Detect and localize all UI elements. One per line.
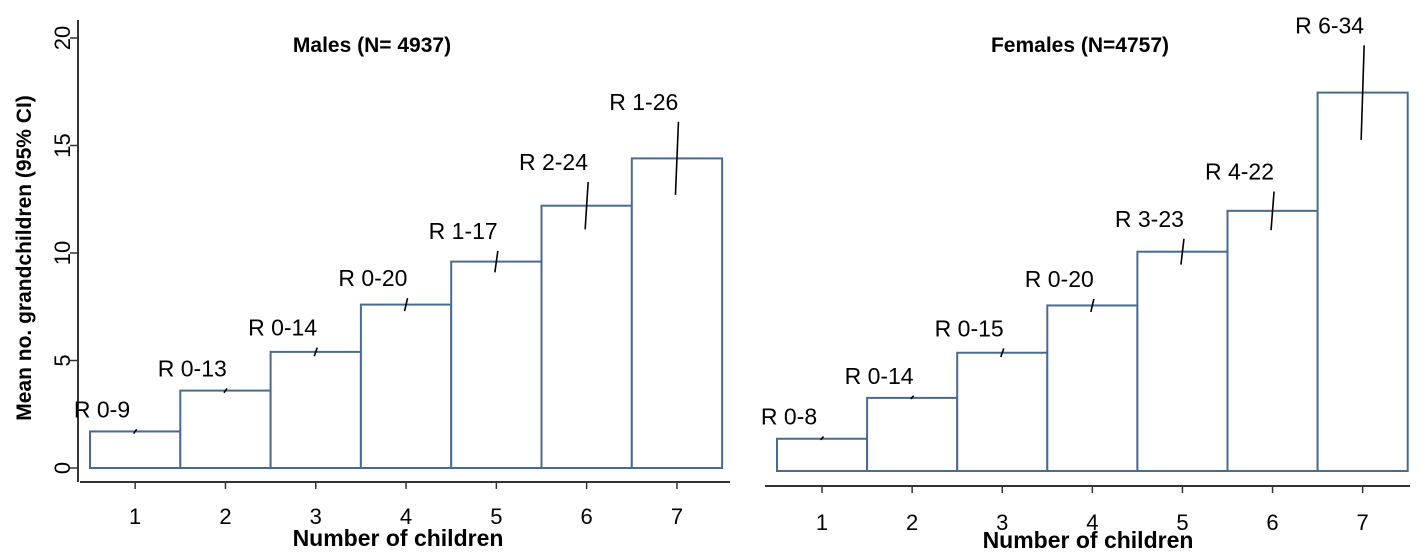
females-ci-3 bbox=[999, 348, 1005, 358]
males-bar-4 bbox=[359, 303, 453, 469]
males-bar-3 bbox=[269, 350, 362, 469]
females-range-label-1: R 0-8 bbox=[761, 404, 817, 430]
males-y-tick-label: 10 bbox=[50, 241, 75, 265]
females-ci-4 bbox=[1090, 298, 1095, 313]
males-range-label-1: R 0-9 bbox=[74, 396, 130, 422]
females-x-tick-label-7: 7 bbox=[1357, 510, 1369, 535]
males-chart-title: Males (N= 4937) bbox=[293, 34, 451, 57]
males-ci-3 bbox=[313, 347, 319, 357]
males-range-label-5: R 1-17 bbox=[429, 218, 498, 244]
females-x-tick-label-6: 6 bbox=[1266, 510, 1278, 535]
females-bar-2 bbox=[866, 396, 959, 472]
males-range-label-7: R 1-26 bbox=[609, 89, 678, 115]
males-x-tick-label-3: 3 bbox=[310, 504, 322, 529]
females-chart-title: Females (N=4757) bbox=[991, 34, 1169, 57]
males-y-tick-label: 0 bbox=[50, 462, 75, 474]
females-ci-6 bbox=[1270, 191, 1275, 231]
males-ci-5 bbox=[494, 250, 499, 273]
females-ci-2 bbox=[910, 395, 915, 400]
females-ci-1 bbox=[819, 436, 825, 441]
males-y-axis-label: Mean no. grandchildren (95% CI) bbox=[13, 95, 36, 421]
females-x-axis-label: Number of children bbox=[983, 527, 1194, 553]
males-x-tick-label-7: 7 bbox=[671, 504, 683, 529]
males-x-tick-label-6: 6 bbox=[581, 504, 593, 529]
males-y-tick-label: 15 bbox=[50, 133, 75, 157]
males-bar-7 bbox=[630, 157, 724, 469]
females-chart: Females (N=4757) Number of children R 0-… bbox=[761, 12, 1410, 553]
males-x-tick-label-2: 2 bbox=[219, 504, 231, 529]
females-range-label-4: R 0-20 bbox=[1025, 266, 1094, 292]
males-ci-2 bbox=[223, 387, 228, 394]
males-ci-4 bbox=[403, 297, 409, 312]
males-bar-6 bbox=[540, 204, 633, 469]
females-range-label-7: R 6-34 bbox=[1295, 12, 1364, 38]
males-y-tick-label: 5 bbox=[50, 354, 75, 366]
females-range-label-3: R 0-15 bbox=[935, 315, 1004, 341]
males-bar-1 bbox=[89, 430, 182, 470]
females-range-label-2: R 0-14 bbox=[845, 363, 914, 389]
males-x-tick-label-1: 1 bbox=[129, 504, 141, 529]
males-x-tick-label-5: 5 bbox=[490, 504, 502, 529]
males-ci-1 bbox=[132, 428, 138, 435]
females-bar-7 bbox=[1316, 91, 1409, 472]
females-ci-5 bbox=[1180, 238, 1185, 265]
males-x-tick-label-4: 4 bbox=[400, 504, 412, 529]
males-range-label-3: R 0-14 bbox=[248, 315, 317, 341]
females-range-label-6: R 4-22 bbox=[1205, 159, 1274, 185]
females-bar-1 bbox=[776, 437, 869, 472]
males-range-label-4: R 0-20 bbox=[338, 265, 407, 291]
females-bar-5 bbox=[1136, 250, 1229, 472]
males-range-label-6: R 2-24 bbox=[519, 149, 588, 175]
females-x-tick-label-1: 1 bbox=[816, 510, 828, 535]
males-bar-5 bbox=[450, 260, 543, 469]
males-range-label-2: R 0-13 bbox=[158, 355, 227, 381]
females-x-tick-label-5: 5 bbox=[1176, 510, 1188, 535]
females-bar-3 bbox=[956, 351, 1049, 472]
males-ci-6 bbox=[584, 181, 589, 230]
females-bar-6 bbox=[1226, 209, 1319, 472]
females-x-tick-label-4: 4 bbox=[1086, 510, 1098, 535]
females-range-label-5: R 3-23 bbox=[1115, 206, 1184, 232]
males-ci-7 bbox=[674, 121, 680, 195]
females-ci-7 bbox=[1360, 45, 1365, 140]
females-x-tick-label-3: 3 bbox=[996, 510, 1008, 535]
males-bar-2 bbox=[179, 389, 272, 470]
males-chart: Males (N= 4937) Number of children Mean … bbox=[13, 20, 730, 551]
males-y-tick-label: 20 bbox=[50, 26, 75, 50]
males-x-axis-label: Number of children bbox=[293, 525, 504, 551]
females-x-tick-label-2: 2 bbox=[906, 510, 918, 535]
females-bar-4 bbox=[1046, 304, 1139, 473]
